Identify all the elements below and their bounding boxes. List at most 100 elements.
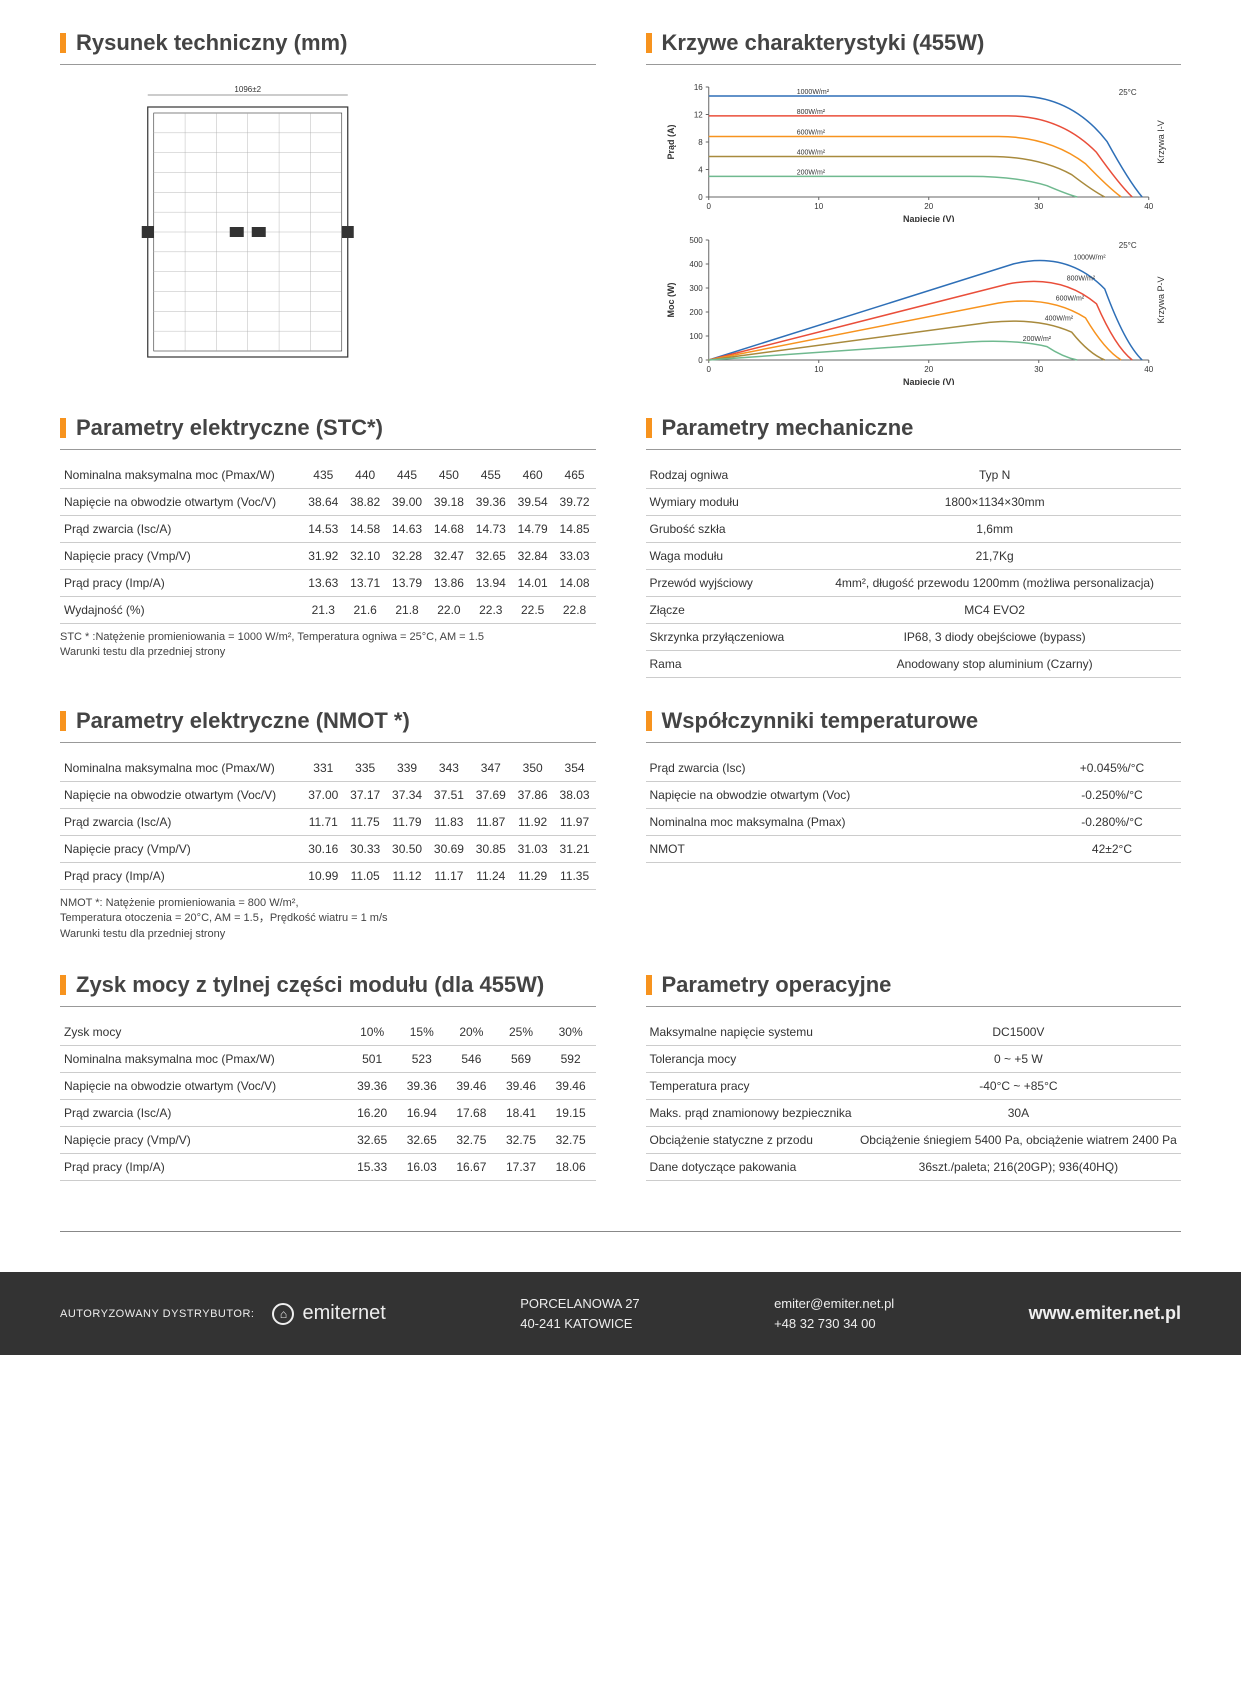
svg-text:Moc (W): Moc (W) [665,283,675,318]
cell-value: 11.05 [344,863,386,890]
cell-value: 16.94 [397,1100,447,1127]
svg-text:40: 40 [1144,202,1153,211]
table-row: Wydajność (%)21.321.621.822.022.322.522.… [60,597,596,624]
cell-value: 13.86 [428,570,470,597]
svg-text:800W/m²: 800W/m² [1066,276,1095,283]
svg-text:Krzywa P-V: Krzywa P-V [1155,276,1165,323]
table-row: Napięcie pracy (Vmp/V)30.1630.3330.5030.… [60,836,596,863]
cell-value: 14.73 [470,516,512,543]
title-bar-icon [60,418,66,438]
row-label: Maks. prąd znamionowy bezpiecznika [646,1100,856,1127]
cell-value: 592 [546,1046,596,1073]
cell-value: 31.92 [302,543,344,570]
table-row: Maks. prąd znamionowy bezpiecznika30A [646,1100,1182,1127]
table-row: Waga modułu21,7Kg [646,543,1182,570]
footer-site: www.emiter.net.pl [1029,1303,1181,1324]
cell-value: 11.71 [302,809,344,836]
rear-table: Zysk mocy10%15%20%25%30%Nominalna maksym… [60,1019,596,1181]
cell-value: 30.69 [428,836,470,863]
section-title-text: Parametry mechaniczne [662,415,914,441]
cell-value: 30.33 [344,836,386,863]
cell-value: 445 [386,462,428,489]
title-bar-icon [646,418,652,438]
table-row: Dane dotyczące pakowania36szt./paleta; 2… [646,1154,1182,1181]
section-title-rear: Zysk mocy z tylnej części modułu (dla 45… [60,972,596,1007]
row-value: -0.250%/°C [1043,782,1181,809]
cell-value: 32.75 [546,1127,596,1154]
cell-value: 11.75 [344,809,386,836]
row-label: Nominalna moc maksymalna (Pmax) [646,809,1043,836]
svg-text:200: 200 [689,308,703,317]
cell-value: 14.01 [512,570,554,597]
cell-value: 18.41 [496,1100,546,1127]
svg-text:500: 500 [689,236,703,245]
row-value: 36szt./paleta; 216(20GP); 936(40HQ) [856,1154,1181,1181]
section-title-oper: Parametry operacyjne [646,972,1182,1007]
oper-table: Maksymalne napięcie systemuDC1500VTolera… [646,1019,1182,1181]
cell-value: 39.46 [447,1073,497,1100]
table-row: Przewód wyjściowy4mm², długość przewodu … [646,570,1182,597]
row-label: NMOT [646,836,1043,863]
footer-contact: emiter@emiter.net.pl +48 32 730 34 00 [774,1294,894,1333]
svg-text:800W/m²: 800W/m² [796,109,825,116]
row-label: Zysk mocy [60,1019,347,1046]
row-value: Obciążenie śniegiem 5400 Pa, obciążenie … [856,1127,1181,1154]
svg-text:Krzywa I-V: Krzywa I-V [1155,120,1165,164]
cell-value: 38.03 [554,782,596,809]
title-bar-icon [60,975,66,995]
cell-value: 15% [397,1019,447,1046]
cell-value: 350 [512,755,554,782]
svg-text:200W/m²: 200W/m² [1022,336,1051,343]
row-label: Napięcie pracy (Vmp/V) [60,836,302,863]
cell-value: 32.65 [397,1127,447,1154]
footer-address: PORCELANOWA 27 40-241 KATOWICE [520,1294,639,1333]
row-label: Rama [646,651,809,678]
cell-value: 331 [302,755,344,782]
row-label: Dane dotyczące pakowania [646,1154,856,1181]
table-row: Rodzaj ogniwaTyp N [646,462,1182,489]
cell-value: 39.54 [512,489,554,516]
cell-value: 14.53 [302,516,344,543]
table-row: Tolerancja mocy0 ~ +5 W [646,1046,1182,1073]
cell-value: 14.58 [344,516,386,543]
cell-value: 440 [344,462,386,489]
cell-value: 11.35 [554,863,596,890]
cell-value: 11.92 [512,809,554,836]
section-title-text: Współczynniki temperaturowe [662,708,979,734]
row-value: 42±2°C [1043,836,1181,863]
cell-value: 11.24 [470,863,512,890]
title-bar-icon [60,33,66,53]
cell-value: 39.18 [428,489,470,516]
row-value: +0.045%/°C [1043,755,1181,782]
svg-text:1000W/m²: 1000W/m² [796,89,829,96]
cell-value: 31.03 [512,836,554,863]
svg-text:8: 8 [698,138,703,147]
table-row: ZłączeMC4 EVO2 [646,597,1182,624]
svg-text:Napięcie (V): Napięcie (V) [902,377,954,385]
section-title-drawing: Rysunek techniczny (mm) [60,30,596,65]
row-label: Tolerancja mocy [646,1046,856,1073]
row-value: -0.280%/°C [1043,809,1181,836]
cell-value: 37.86 [512,782,554,809]
brand-name: emiternet [302,1302,385,1325]
svg-text:0: 0 [706,202,711,211]
cell-value: 39.36 [397,1073,447,1100]
cell-value: 16.03 [397,1154,447,1181]
cell-value: 11.17 [428,863,470,890]
cell-value: 37.17 [344,782,386,809]
cell-value: 15.33 [347,1154,397,1181]
cell-value: 32.65 [347,1127,397,1154]
iv-chart: 0102030400481216Napięcie (V)Prąd (A)Krzy… [646,77,1182,222]
cell-value: 32.47 [428,543,470,570]
cell-value: 14.08 [554,570,596,597]
cell-value: 14.68 [428,516,470,543]
cell-value: 14.63 [386,516,428,543]
section-title-nmot: Parametry elektryczne (NMOT *) [60,708,596,743]
table-row: Napięcie pracy (Vmp/V)32.6532.6532.7532.… [60,1127,596,1154]
footer-divider [60,1231,1181,1232]
cell-value: 354 [554,755,596,782]
cell-value: 30.50 [386,836,428,863]
svg-text:12: 12 [693,111,702,120]
addr-line1: PORCELANOWA 27 [520,1294,639,1314]
svg-text:600W/m²: 600W/m² [1055,295,1084,302]
